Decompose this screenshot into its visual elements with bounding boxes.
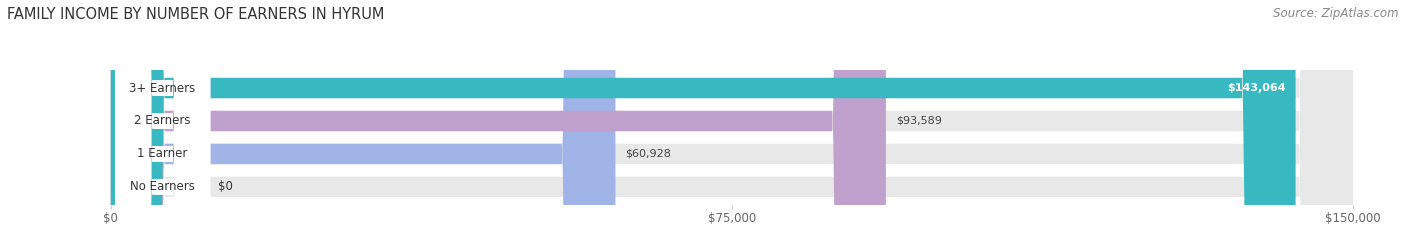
Text: $93,589: $93,589 xyxy=(896,116,942,126)
FancyBboxPatch shape xyxy=(111,0,616,233)
FancyBboxPatch shape xyxy=(115,0,211,233)
Text: Source: ZipAtlas.com: Source: ZipAtlas.com xyxy=(1274,7,1399,20)
FancyBboxPatch shape xyxy=(111,0,1353,233)
FancyBboxPatch shape xyxy=(115,0,211,233)
FancyBboxPatch shape xyxy=(115,0,211,233)
Text: $60,928: $60,928 xyxy=(626,149,671,159)
Text: FAMILY INCOME BY NUMBER OF EARNERS IN HYRUM: FAMILY INCOME BY NUMBER OF EARNERS IN HY… xyxy=(7,7,384,22)
FancyBboxPatch shape xyxy=(115,0,211,233)
Text: No Earners: No Earners xyxy=(131,180,195,193)
Text: 3+ Earners: 3+ Earners xyxy=(129,82,195,95)
FancyBboxPatch shape xyxy=(111,0,1353,233)
Text: $143,064: $143,064 xyxy=(1227,83,1285,93)
Text: 1 Earner: 1 Earner xyxy=(138,147,188,161)
Text: 2 Earners: 2 Earners xyxy=(135,114,191,127)
FancyBboxPatch shape xyxy=(111,0,1295,233)
FancyBboxPatch shape xyxy=(111,0,1353,233)
Text: $0: $0 xyxy=(218,180,233,193)
FancyBboxPatch shape xyxy=(111,0,886,233)
FancyBboxPatch shape xyxy=(111,0,1353,233)
